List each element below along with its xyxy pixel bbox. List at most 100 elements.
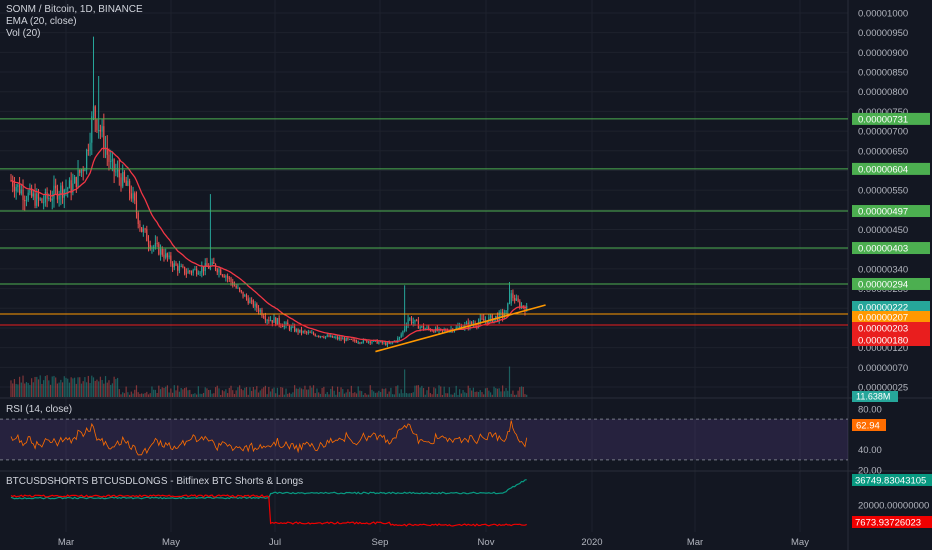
volume-bar	[376, 392, 378, 397]
volume-bar	[99, 376, 101, 397]
volume-bar	[25, 382, 28, 397]
candle-body	[366, 340, 368, 343]
candle-body	[20, 189, 22, 194]
level-label-box	[852, 162, 930, 175]
volume-bar	[237, 387, 239, 397]
candle-body	[256, 303, 258, 308]
candle-body	[336, 336, 339, 339]
volume-bar	[405, 392, 407, 397]
volume-bar	[263, 387, 265, 397]
volume-bar	[223, 391, 225, 397]
candle-body	[314, 334, 316, 336]
volume-bar	[104, 376, 107, 397]
volume-bar	[484, 388, 487, 397]
volume-bar	[338, 391, 340, 397]
volume-bar	[457, 394, 459, 397]
candle-body	[158, 243, 160, 255]
candle-body	[73, 176, 76, 184]
volume-bar	[450, 394, 452, 397]
volume-bar	[474, 391, 476, 397]
candle-body	[194, 268, 196, 270]
candle-body	[335, 336, 337, 338]
price-label-box	[852, 301, 930, 313]
candle-body	[75, 176, 77, 188]
candle-body	[307, 332, 309, 334]
volume-bar	[309, 385, 311, 397]
volume-bar	[80, 383, 83, 397]
volume-bar	[472, 387, 474, 397]
volume-bar	[135, 385, 138, 397]
volume-bar	[483, 394, 485, 397]
candle-body	[239, 287, 241, 291]
volume-bar	[340, 387, 342, 397]
candle-body	[96, 119, 98, 131]
candle-body	[87, 149, 89, 151]
volume-bar	[154, 389, 156, 397]
candle-body	[400, 334, 402, 338]
candle-body	[471, 322, 473, 325]
candle-body	[283, 324, 285, 328]
candle-body	[421, 326, 423, 328]
volume-bar	[142, 393, 144, 397]
volume-bar	[275, 393, 277, 397]
volume-bar	[271, 388, 273, 397]
volume-bar	[381, 388, 383, 397]
volume-bar	[462, 390, 464, 397]
candle-body	[139, 223, 141, 228]
rsi-value-label: 62.94	[856, 421, 880, 432]
volume-bar	[452, 394, 454, 397]
price-label: 0.00000207	[858, 313, 908, 324]
volume-bar	[79, 377, 81, 397]
time-axis-tick: Mar	[58, 537, 74, 548]
volume-bar	[268, 386, 270, 397]
candle-body	[118, 169, 120, 178]
volume-bar	[218, 388, 220, 397]
price-label: 0.00000180	[858, 336, 908, 347]
volume-bar	[364, 393, 366, 397]
volume-bar	[225, 389, 227, 397]
volume-bar	[92, 377, 95, 397]
volume-bar	[385, 388, 387, 397]
candle-body	[378, 342, 380, 344]
volume-bar	[247, 394, 249, 397]
volume-bar	[433, 387, 435, 397]
candle-body	[108, 154, 110, 162]
volume-bar	[421, 385, 423, 397]
time-axis-tick: Nov	[478, 537, 495, 548]
candle-body	[383, 342, 385, 344]
time-axis-tick: May	[162, 537, 180, 548]
candle-body	[68, 180, 71, 189]
candle-body	[498, 312, 500, 321]
candle-body	[61, 185, 64, 198]
volume-bar	[48, 380, 50, 397]
candle-body	[476, 325, 478, 327]
candle-body	[271, 320, 273, 323]
volume-bar	[493, 386, 495, 397]
volume-bar	[165, 386, 167, 397]
candle-body	[77, 169, 79, 188]
candle-body	[177, 265, 179, 271]
candle-body	[31, 188, 33, 197]
candle-body	[321, 336, 323, 338]
volume-bar	[373, 391, 375, 397]
volume-bar	[73, 377, 76, 397]
volume-bar	[336, 386, 339, 397]
level-label: 0.00000403	[858, 244, 908, 255]
candle-body	[281, 325, 284, 328]
candle-body	[135, 200, 138, 214]
volume-bar	[182, 389, 184, 397]
candle-body	[29, 188, 31, 193]
volume-bar	[314, 393, 316, 397]
volume-bar	[498, 388, 500, 397]
volume-bar	[307, 389, 309, 397]
volume-bar	[448, 387, 450, 397]
candle-body	[407, 318, 409, 327]
candle-body	[204, 263, 206, 272]
level-label-box	[852, 242, 930, 255]
volume-bar	[330, 388, 332, 397]
candle-body	[240, 290, 242, 292]
candle-body	[84, 169, 86, 172]
longs-value-box	[852, 474, 932, 486]
time-axis-tick: 2020	[581, 537, 602, 548]
